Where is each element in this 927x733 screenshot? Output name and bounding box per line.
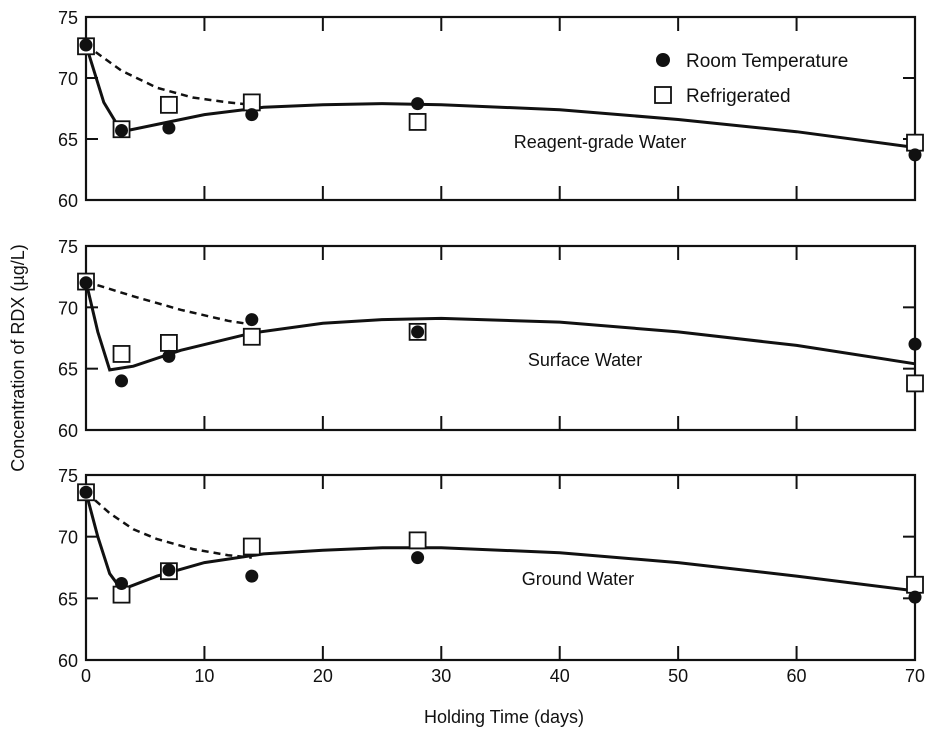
room-temperature-point: [908, 148, 922, 162]
room-temperature-point: [908, 590, 922, 604]
refrigerated-point: [408, 531, 427, 550]
refrigerated-trend-dashed: [85, 491, 252, 559]
room-temperature-point: [162, 349, 176, 363]
room-temperature-point: [79, 276, 93, 290]
panel-reagent-grade-water: 60 65 70 75 Reagent-grade Water: [58, 8, 924, 211]
refrigerated-point: [906, 575, 924, 594]
y-tick-label: 70: [58, 69, 78, 89]
y-tick-label: 75: [58, 8, 78, 28]
x-tick-label: 50: [668, 666, 688, 686]
refrigerated-point: [242, 537, 261, 556]
x-tick-label: 70: [905, 666, 925, 686]
panels-layer: 60 65 70 75 Reagent-grade Water 60 65 70 75 Surfa…: [58, 8, 924, 671]
refrigerated-point: [112, 345, 131, 363]
legend: Room Temperature Refrigerated: [654, 51, 848, 107]
x-tick-label: 10: [194, 666, 214, 686]
refrigerated-point: [159, 334, 178, 352]
room-temperature-point: [162, 121, 176, 135]
room-temperature-point: [411, 97, 425, 111]
legend-marker-refrigerated: [654, 86, 672, 104]
x-tick-label: 30: [431, 666, 451, 686]
room-temperature-point: [245, 108, 259, 122]
panel-label: Surface Water: [528, 350, 642, 370]
y-tick-label: 70: [58, 528, 78, 548]
y-tick-label: 75: [58, 466, 78, 486]
panel-label: Ground Water: [522, 569, 634, 589]
y-tick-label: 60: [58, 191, 78, 211]
room-temperature-point: [79, 485, 93, 499]
refrigerated-point: [242, 327, 261, 346]
panel-surface-water: 60 65 70 75 Surface Water: [58, 237, 924, 441]
refrigerated-point: [242, 93, 261, 112]
x-tick-label: 20: [313, 666, 333, 686]
legend-label-room-temperature: Room Temperature: [686, 51, 848, 72]
refrigerated-trend-dashed: [85, 44, 252, 107]
room-temperature-point: [411, 325, 425, 339]
room-temperature-point: [162, 563, 176, 577]
refrigerated-point: [906, 374, 924, 393]
y-tick-label: 65: [58, 589, 78, 609]
room-temperature-point: [245, 569, 259, 583]
panel-frame: [84, 15, 917, 202]
y-tick-label: 65: [58, 360, 78, 380]
refrigerated-point: [159, 95, 178, 114]
panel-frame: [84, 473, 917, 662]
y-tick-label: 65: [58, 130, 78, 150]
room-temperature-point: [115, 374, 129, 388]
x-tick-label: 0: [81, 666, 91, 686]
panel-ground-water: 60 65 70 75 Ground Water: [58, 466, 924, 671]
x-axis-title: Holding Time (days): [424, 707, 584, 727]
legend-marker-room-temperature: [656, 53, 670, 67]
x-tick-label: 60: [787, 666, 807, 686]
y-axis-title: Concentration of RDX (µg/L): [8, 244, 28, 471]
room-temperature-trend-solid: [84, 491, 916, 593]
refrigerated-point: [408, 113, 427, 131]
y-tick-label: 60: [58, 651, 78, 671]
room-temperature-point: [115, 123, 129, 137]
room-temperature-trend-solid: [84, 281, 916, 372]
panel-frame: [84, 244, 917, 432]
panel-label: Reagent-grade Water: [514, 132, 686, 152]
room-temperature-point: [115, 577, 129, 591]
room-temperature-point: [411, 551, 425, 565]
x-tick-labels: 0 10 20 30 40 50 60 70: [81, 666, 925, 686]
room-temperature-point: [79, 38, 93, 52]
refrigerated-point: [906, 133, 924, 152]
y-tick-label: 70: [58, 298, 78, 318]
y-tick-label: 75: [58, 237, 78, 257]
refrigerated-trend-dashed: [85, 280, 252, 326]
y-tick-label: 60: [58, 421, 78, 441]
legend-label-refrigerated: Refrigerated: [686, 86, 791, 107]
x-tick-label: 40: [550, 666, 570, 686]
room-temperature-point: [245, 313, 259, 327]
room-temperature-point: [908, 337, 922, 351]
